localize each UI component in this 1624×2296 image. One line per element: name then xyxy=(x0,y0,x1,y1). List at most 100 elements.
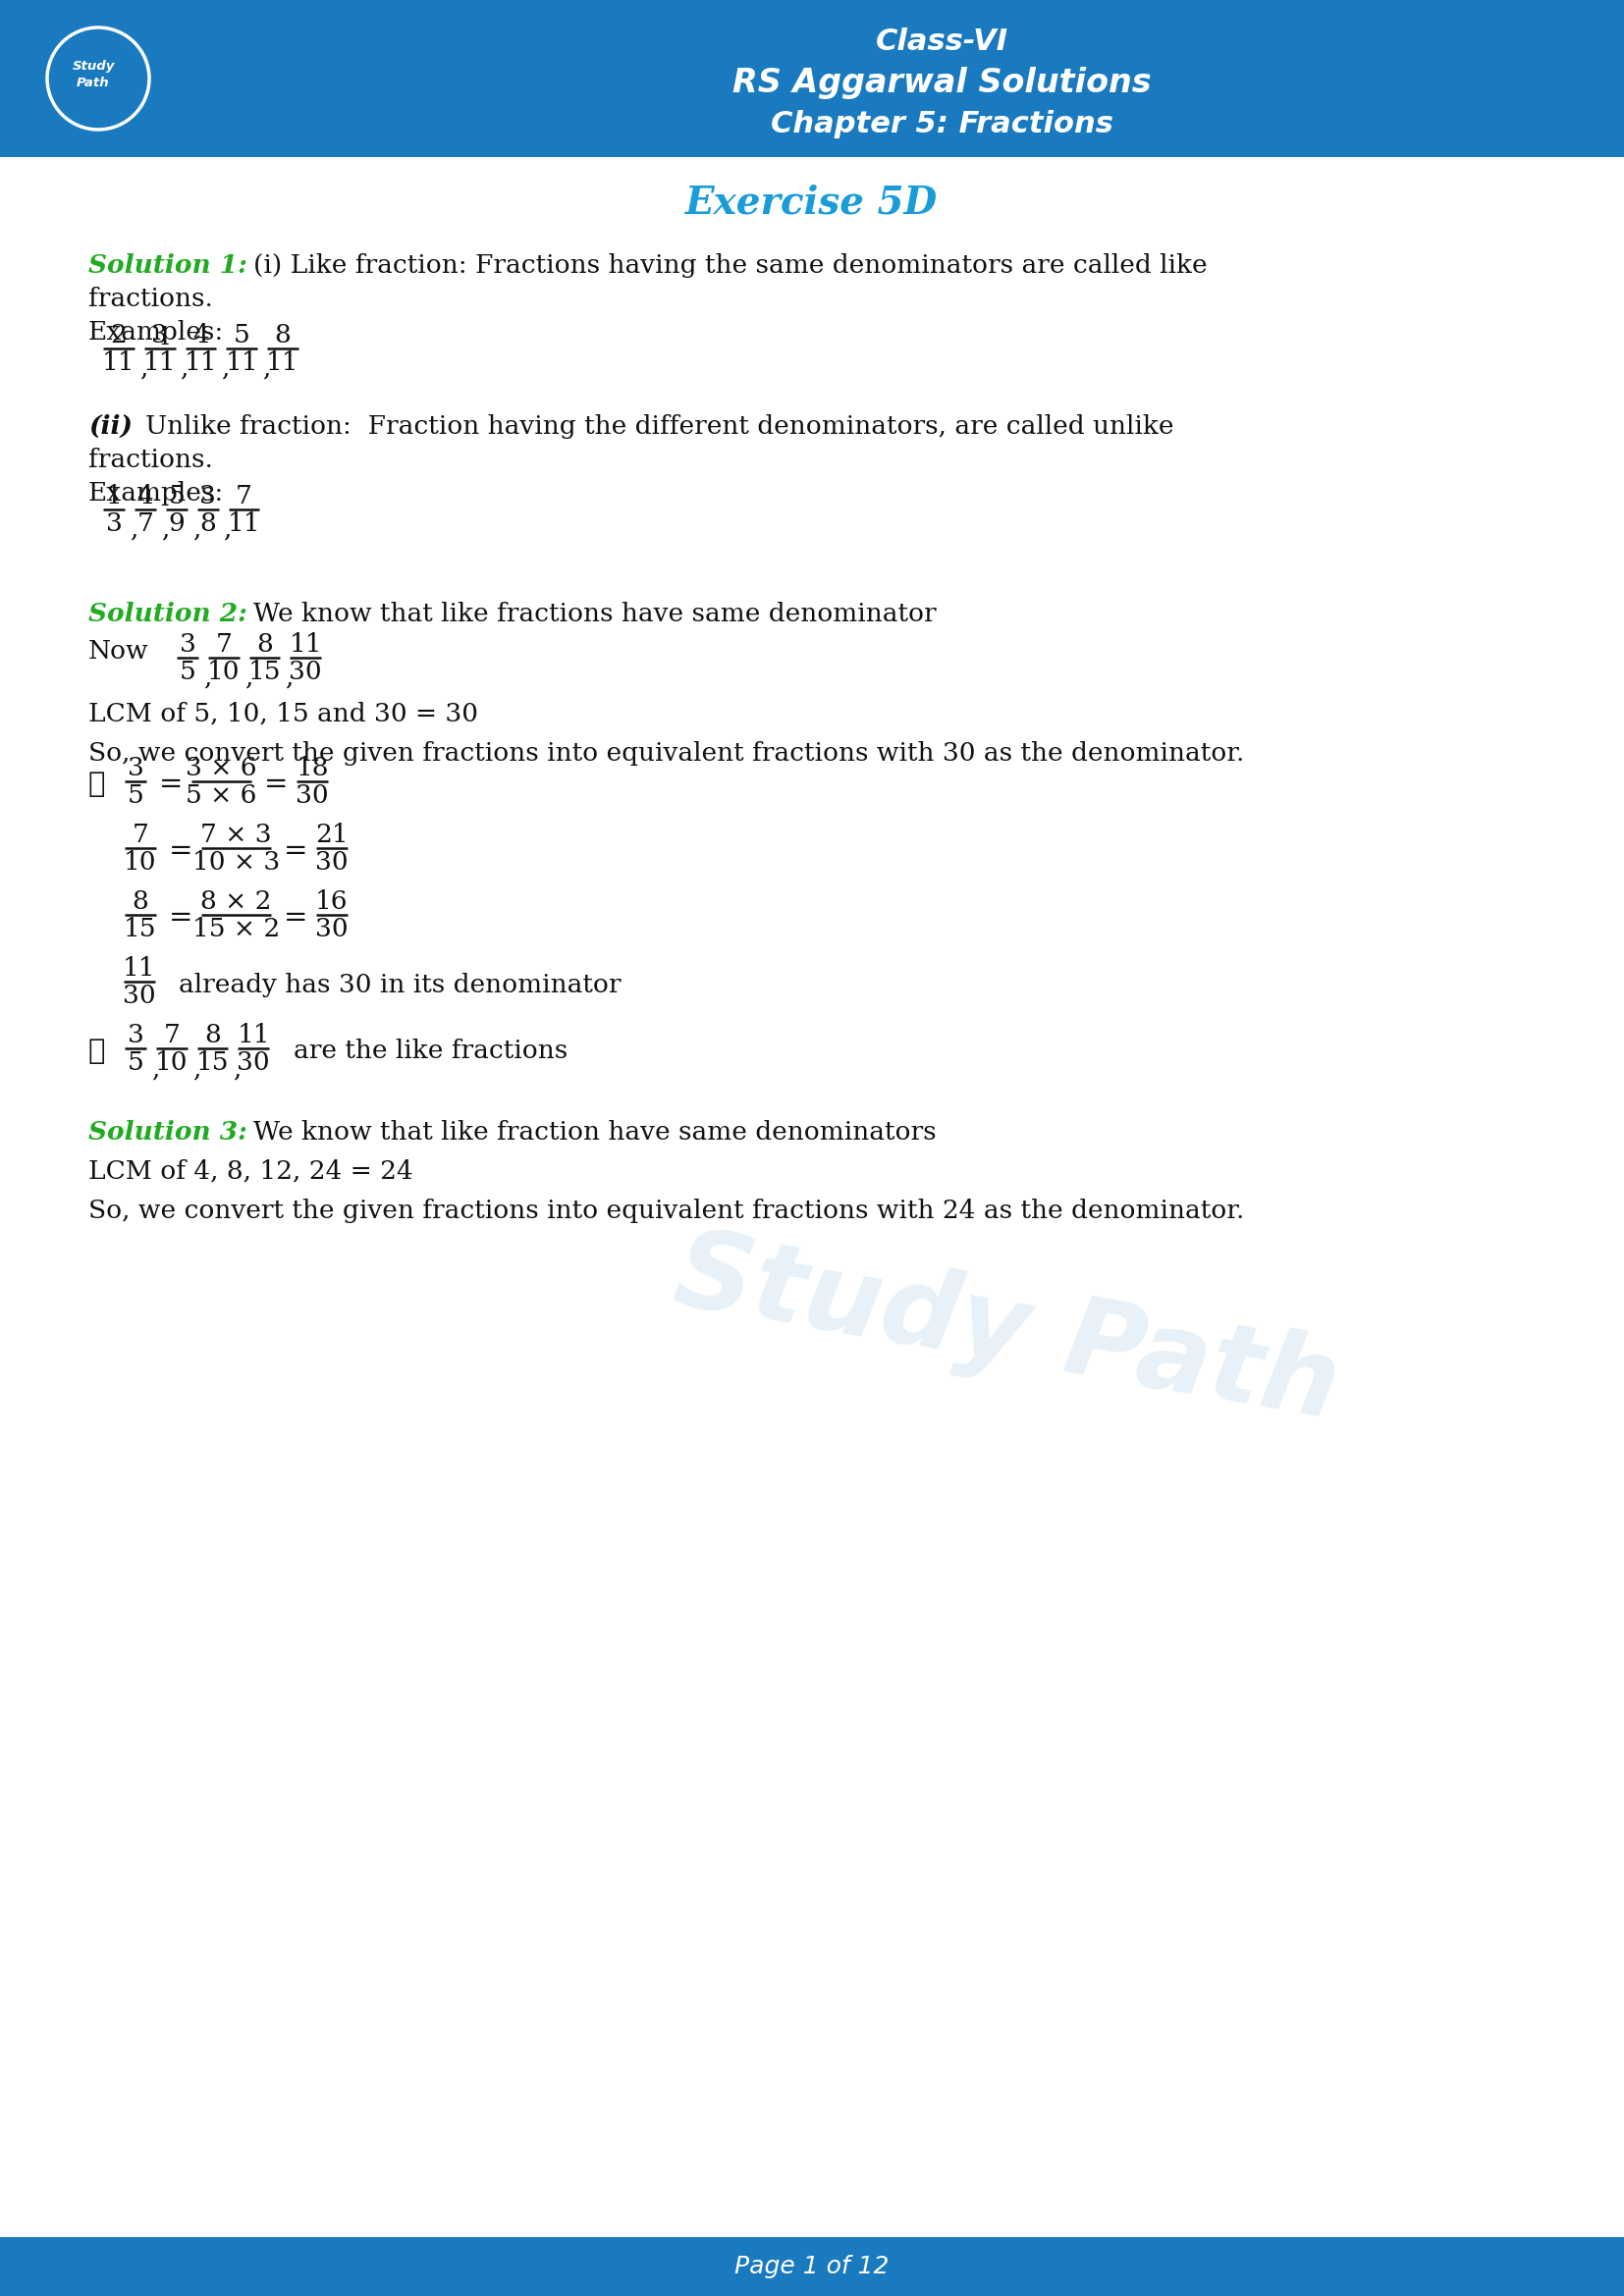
Text: 8: 8 xyxy=(132,889,148,914)
Text: 3: 3 xyxy=(200,484,216,507)
Text: already has 30 in its denominator: already has 30 in its denominator xyxy=(179,971,620,996)
Text: =: = xyxy=(169,905,193,932)
Text: 18: 18 xyxy=(296,755,328,781)
Text: ,: , xyxy=(261,356,271,381)
Text: ,: , xyxy=(151,1056,159,1081)
Text: Exercise 5D: Exercise 5D xyxy=(685,184,939,223)
Text: 4: 4 xyxy=(136,484,153,507)
Text: LCM of 5, 10, 15 and 30 = 30: LCM of 5, 10, 15 and 30 = 30 xyxy=(88,703,477,726)
Text: 15: 15 xyxy=(248,659,281,684)
Text: 3: 3 xyxy=(151,324,167,347)
Text: We know that like fraction have same denominators: We know that like fraction have same den… xyxy=(253,1120,937,1146)
Text: ,: , xyxy=(244,666,252,691)
Text: 5: 5 xyxy=(127,1049,143,1075)
Text: 5 × 6: 5 × 6 xyxy=(187,783,257,808)
Text: 30: 30 xyxy=(315,850,348,875)
Bar xyxy=(0,0,1624,156)
Text: Solution 1:: Solution 1: xyxy=(88,253,247,278)
Text: ,: , xyxy=(221,356,229,381)
Text: ,: , xyxy=(180,356,188,381)
Text: 9: 9 xyxy=(169,512,185,535)
Text: 11: 11 xyxy=(237,1022,270,1047)
Text: 7: 7 xyxy=(164,1022,180,1047)
Text: ,: , xyxy=(234,1056,242,1081)
Text: 21: 21 xyxy=(315,822,348,847)
Text: Now: Now xyxy=(88,638,149,664)
Text: 7: 7 xyxy=(136,512,153,535)
Text: (ii): (ii) xyxy=(88,413,133,439)
Text: ,: , xyxy=(203,666,211,691)
Text: 15 × 2: 15 × 2 xyxy=(192,916,279,941)
Text: 11: 11 xyxy=(227,512,260,535)
Text: 30: 30 xyxy=(237,1049,270,1075)
Text: 7: 7 xyxy=(235,484,252,507)
Text: 4: 4 xyxy=(193,324,209,347)
Text: 3 × 6: 3 × 6 xyxy=(185,755,257,781)
Text: We know that like fractions have same denominator: We know that like fractions have same de… xyxy=(253,602,937,627)
Bar xyxy=(0,2236,1624,2296)
Text: 11: 11 xyxy=(289,631,322,657)
Text: =: = xyxy=(265,771,289,799)
Text: 10: 10 xyxy=(208,659,240,684)
Text: 7: 7 xyxy=(132,822,148,847)
Text: RS Aggarwal Solutions: RS Aggarwal Solutions xyxy=(732,67,1151,99)
Text: ∴: ∴ xyxy=(88,1038,106,1065)
Text: 30: 30 xyxy=(289,659,322,684)
Text: Examples:: Examples: xyxy=(88,480,224,505)
Text: 15: 15 xyxy=(123,916,158,941)
Text: 11: 11 xyxy=(102,351,135,374)
Text: 16: 16 xyxy=(315,889,348,914)
Text: 30: 30 xyxy=(123,983,156,1008)
Text: Solution 2:: Solution 2: xyxy=(88,602,247,627)
Text: 11: 11 xyxy=(266,351,299,374)
Text: So, we convert the given fractions into equivalent fractions with 24 as the deno: So, we convert the given fractions into … xyxy=(88,1199,1244,1224)
Text: 2: 2 xyxy=(110,324,127,347)
Text: ,: , xyxy=(192,517,200,542)
Text: 7 × 3: 7 × 3 xyxy=(200,822,271,847)
Text: 15: 15 xyxy=(197,1049,229,1075)
Text: Solution 3:: Solution 3: xyxy=(88,1120,247,1146)
Text: 10: 10 xyxy=(123,850,158,875)
Text: 11: 11 xyxy=(143,351,175,374)
Text: 3: 3 xyxy=(106,512,122,535)
Text: Unlike fraction:  Fraction having the different denominators, are called unlike: Unlike fraction: Fraction having the dif… xyxy=(145,413,1174,439)
Text: 11: 11 xyxy=(123,955,156,980)
Text: =: = xyxy=(284,905,309,932)
Text: Chapter 5: Fractions: Chapter 5: Fractions xyxy=(771,110,1112,138)
Text: =: = xyxy=(284,838,309,866)
Text: fractions.: fractions. xyxy=(88,287,213,312)
Text: ,: , xyxy=(224,517,232,542)
Text: 3: 3 xyxy=(127,1022,143,1047)
Text: ∴: ∴ xyxy=(88,771,106,799)
Text: 10 × 3: 10 × 3 xyxy=(192,850,279,875)
Text: Study Path: Study Path xyxy=(667,1221,1346,1442)
Text: (i) Like fraction: Fractions having the same denominators are called like: (i) Like fraction: Fractions having the … xyxy=(253,253,1207,278)
Text: 11: 11 xyxy=(184,351,218,374)
Text: =: = xyxy=(159,771,184,799)
Text: ,: , xyxy=(192,1056,200,1081)
Text: ,: , xyxy=(286,666,294,691)
Text: ,: , xyxy=(130,517,138,542)
Text: 7: 7 xyxy=(216,631,232,657)
Text: fractions.: fractions. xyxy=(88,448,213,473)
Text: 5: 5 xyxy=(234,324,250,347)
Text: 5: 5 xyxy=(127,783,143,808)
Text: 1: 1 xyxy=(106,484,122,507)
Text: LCM of 4, 8, 12, 24 = 24: LCM of 4, 8, 12, 24 = 24 xyxy=(88,1159,412,1185)
Text: ,: , xyxy=(140,356,148,381)
Text: So, we convert the given fractions into equivalent fractions with 30 as the deno: So, we convert the given fractions into … xyxy=(88,742,1244,765)
Text: Class-VI: Class-VI xyxy=(875,28,1009,55)
Text: 3: 3 xyxy=(179,631,197,657)
Text: 8: 8 xyxy=(257,631,273,657)
Text: 3: 3 xyxy=(127,755,143,781)
Text: 8: 8 xyxy=(200,512,216,535)
Text: 8: 8 xyxy=(274,324,291,347)
Text: =: = xyxy=(169,838,193,866)
Text: 8 × 2: 8 × 2 xyxy=(200,889,271,914)
Text: Study: Study xyxy=(71,60,115,73)
Text: 10: 10 xyxy=(156,1049,188,1075)
Text: Path: Path xyxy=(76,78,110,90)
Text: 5: 5 xyxy=(169,484,185,507)
Text: 11: 11 xyxy=(226,351,258,374)
Text: 8: 8 xyxy=(205,1022,221,1047)
